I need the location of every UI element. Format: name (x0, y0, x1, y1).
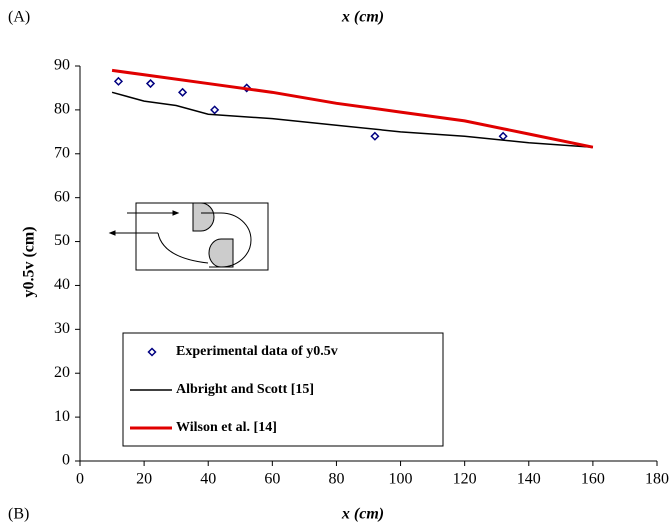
inset-diagram (108, 202, 269, 271)
legend-label: Experimental data of y0.5v (176, 344, 338, 359)
y-tick-label: 60 (54, 188, 70, 205)
data-point (498, 131, 508, 141)
data-point (145, 78, 156, 89)
panel-label: (B) (8, 506, 29, 523)
x-axis-title: x (cm) (341, 9, 384, 26)
legend-marker (147, 347, 157, 357)
data-point (210, 105, 220, 115)
panel-label: (A) (8, 9, 30, 26)
x-tick-label: 0 (76, 471, 84, 488)
legend-label: Albright and Scott [15] (176, 382, 314, 397)
legend-box (122, 332, 444, 447)
y-tick-label: 10 (54, 408, 70, 425)
data-line (111, 68, 594, 149)
y-tick-label: 30 (54, 320, 70, 337)
data-point (178, 87, 188, 97)
legend-label: Wilson et al. [14] (176, 420, 277, 435)
x-tick-label: 80 (328, 471, 344, 488)
y-tick-label: 70 (54, 144, 70, 161)
y-tick-label: 0 (62, 452, 70, 469)
data-point (113, 76, 124, 86)
x-tick-label: 180 (645, 471, 669, 488)
x-tick-label: 100 (389, 471, 413, 488)
x-tick-label: 20 (136, 471, 152, 488)
y-tick-label: 50 (54, 232, 70, 249)
x-axis-title: x (cm) (341, 506, 384, 523)
y-axis-title: y0.5v (cm) (21, 226, 38, 297)
x-tick-label: 120 (453, 471, 477, 488)
data-line (111, 91, 593, 148)
y-tick-label: 40 (54, 276, 70, 293)
x-tick-label: 160 (581, 471, 605, 488)
data-point (242, 83, 252, 93)
x-tick-label: 40 (200, 471, 216, 488)
x-tick-label: 60 (264, 471, 280, 488)
data-point (370, 131, 380, 141)
y-tick-label: 20 (54, 364, 70, 381)
y-tick-label: 90 (54, 57, 70, 74)
y-tick-label: 80 (54, 101, 70, 118)
x-tick-label: 140 (517, 471, 541, 488)
